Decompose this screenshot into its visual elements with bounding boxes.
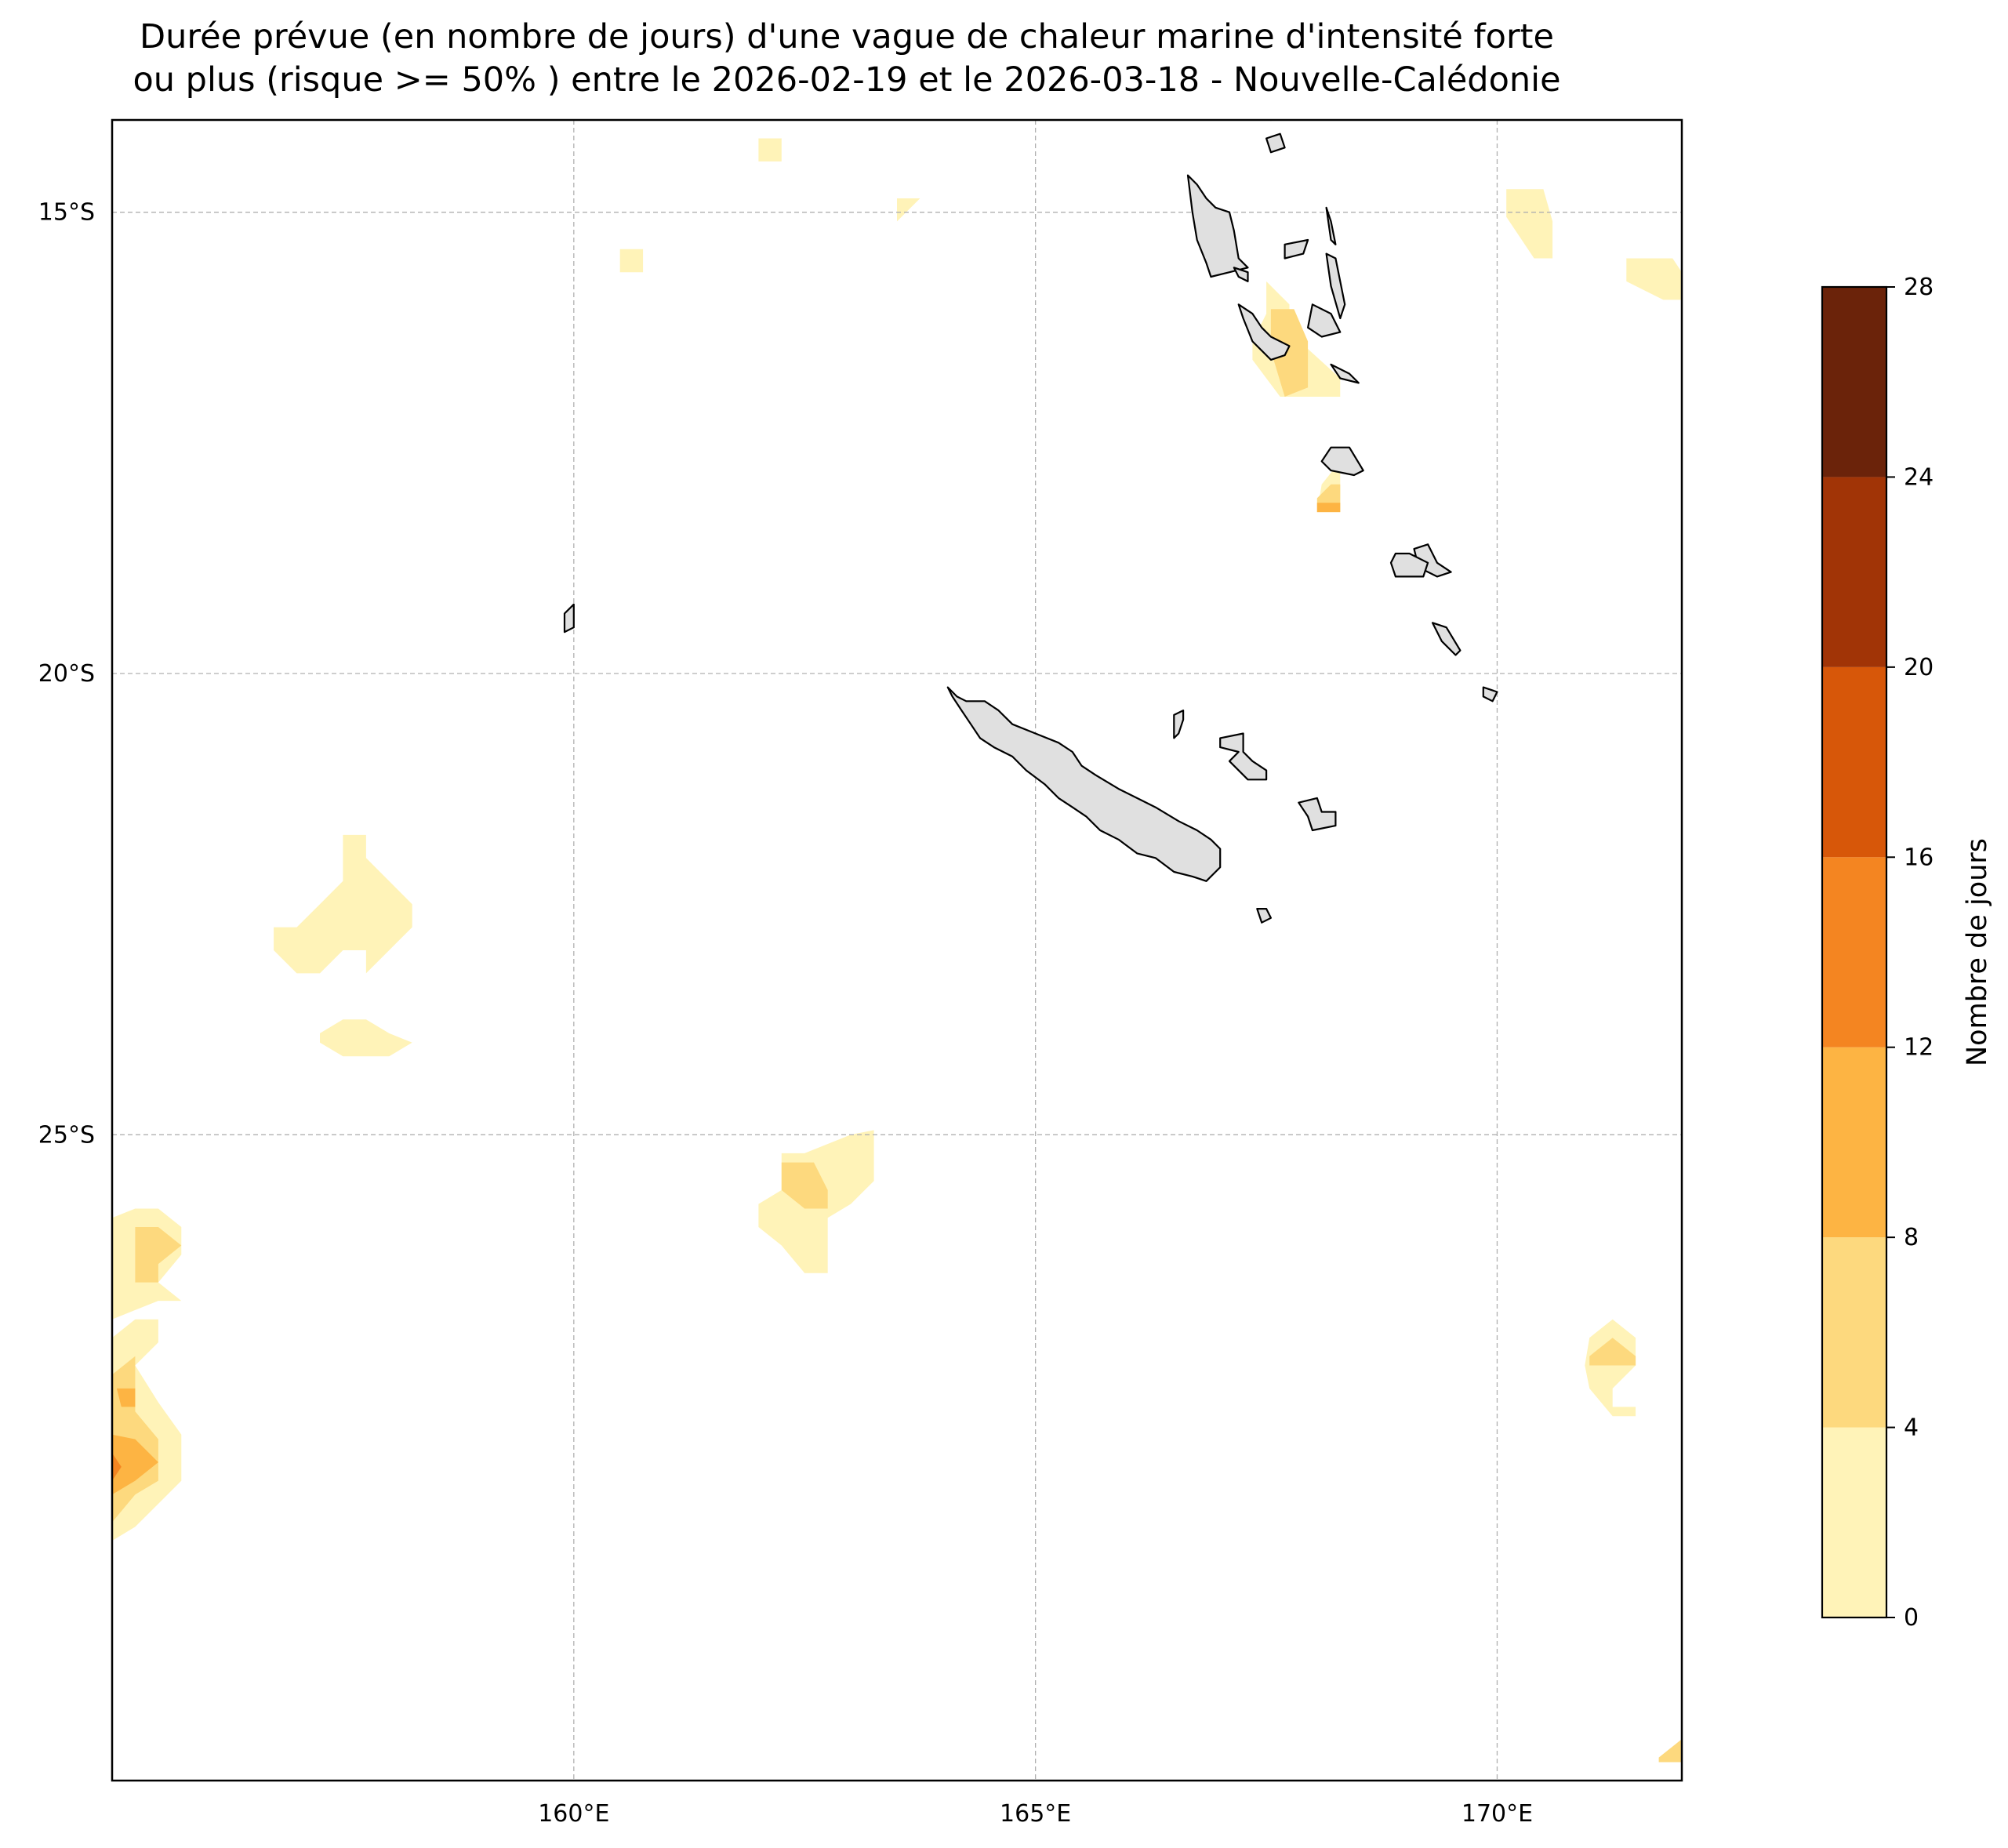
axis-labels: 160°E 165°E 170°E 15°S 20°S 25°S <box>38 199 1533 1828</box>
island-2 <box>1173 709 1185 739</box>
island-7 <box>1431 622 1462 656</box>
island-1 <box>1256 907 1273 924</box>
heat-patch-10 <box>274 834 412 974</box>
island-6 <box>1482 686 1498 703</box>
lon-tick-label: 165°E <box>1000 1800 1071 1828</box>
heat-patch-2 <box>619 249 644 273</box>
colorbar-tick-label: 24 <box>1904 463 1934 491</box>
colorbar-swatch-5 <box>1822 477 1886 667</box>
heat-patch-18 <box>112 1434 158 1495</box>
map-title-line-1: Durée prévue (en nombre de jours) d'une … <box>140 17 1554 56</box>
colorbar-tick-label: 28 <box>1904 274 1934 301</box>
island-12 <box>1237 303 1291 361</box>
island-17 <box>1186 174 1249 278</box>
colorbar-swatch-3 <box>1822 857 1886 1047</box>
island-15 <box>1325 206 1337 245</box>
island-13 <box>1306 303 1342 338</box>
island-16 <box>1284 238 1309 260</box>
island-5 <box>563 603 575 634</box>
colorbar-tick-label: 8 <box>1904 1224 1919 1251</box>
heat-patch-1 <box>897 198 920 222</box>
colorbar-tick-label: 20 <box>1904 654 1934 681</box>
heat-patch-9 <box>1316 503 1341 513</box>
colorbar-label: Nombre de jours <box>1962 838 1993 1066</box>
colorbar-tick-label: 16 <box>1904 844 1934 871</box>
island-10 <box>1320 446 1364 477</box>
island-4 <box>1298 797 1337 832</box>
colorbar-swatch-0 <box>1822 1427 1886 1617</box>
lat-tick-label: 15°S <box>38 199 95 227</box>
island-9 <box>1389 552 1429 578</box>
heat-patch-23 <box>1658 1739 1682 1763</box>
lon-tick-label: 170°E <box>1462 1800 1533 1828</box>
map-area <box>112 120 1682 1781</box>
colorbar-tick-label: 0 <box>1904 1604 1919 1632</box>
colorbar-swatch-2 <box>1822 1047 1886 1238</box>
colorbar: 0 4 8 12 16 20 24 28 Nombre de jours <box>1821 274 1993 1632</box>
heat-patch-20 <box>116 1388 136 1407</box>
heat-patch-22 <box>1589 1338 1636 1366</box>
map-title-line-2: ou plus (risque >= 50% ) entre le 2026-0… <box>133 60 1561 100</box>
colorbar-swatch-1 <box>1822 1237 1886 1428</box>
colorbar-frame <box>1821 285 1888 1619</box>
colorbar-swatch-4 <box>1822 666 1886 858</box>
heat-patch-13 <box>781 1162 828 1209</box>
heat-patch-15 <box>135 1227 182 1283</box>
island-20 <box>1265 133 1286 154</box>
map-frame <box>111 118 1683 1782</box>
heat-patch-19 <box>112 1453 122 1481</box>
lat-tick-label: 20°S <box>38 660 95 688</box>
heat-patch-11 <box>320 1019 412 1057</box>
island-11 <box>1330 363 1360 384</box>
island-18 <box>1233 267 1249 282</box>
lon-tick-label: 160°E <box>538 1800 609 1828</box>
lat-tick-label: 25°S <box>38 1121 95 1149</box>
heat-patch-5 <box>1506 189 1553 259</box>
island-0 <box>946 686 1222 882</box>
heat-patch-4 <box>1270 309 1309 397</box>
colorbar-swatch-6 <box>1822 287 1886 477</box>
land-layer <box>563 120 1498 924</box>
island-14 <box>1325 252 1346 320</box>
heat-patch-21 <box>1585 1319 1636 1417</box>
heat-patch-0 <box>758 138 782 162</box>
gridlines <box>112 120 1682 1781</box>
island-19 <box>1269 120 1273 122</box>
colorbar-tick-label: 4 <box>1904 1414 1919 1442</box>
heat-patch-6 <box>1626 258 1682 300</box>
heat-duration-layer <box>112 138 1682 1763</box>
island-3 <box>1219 732 1268 781</box>
colorbar-tick-label: 12 <box>1904 1034 1934 1062</box>
